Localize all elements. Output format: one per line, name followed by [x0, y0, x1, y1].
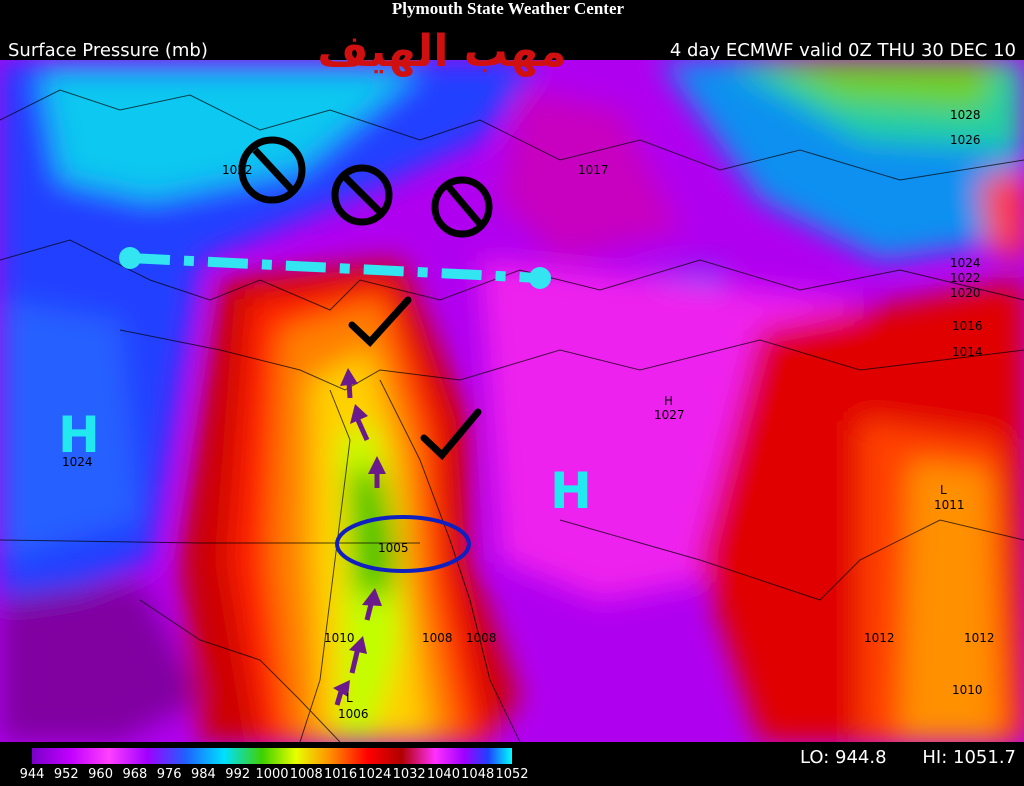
colorbar-tick-label: 1008: [290, 767, 323, 782]
arabic-title: مهب الهيف: [317, 26, 566, 77]
colorbar-tick-label: 984: [191, 767, 216, 782]
colorbar-tick-label: 968: [122, 767, 147, 782]
colorbar-tick-label: 944: [20, 767, 45, 782]
colorbar: [32, 748, 512, 764]
colorbar-tick-label: 1024: [358, 767, 391, 782]
model-run: 4 day ECMWF valid 0Z THU 30 DEC 10: [670, 40, 1016, 61]
no-symbols: [238, 136, 493, 238]
colorbar-tick-label: 960: [88, 767, 113, 782]
colorbar-tick-label: 1040: [427, 767, 460, 782]
hi-value: HI: 1051.7: [922, 747, 1016, 768]
isobar-label: 1008: [466, 631, 497, 645]
isobar-label: 1005: [378, 541, 409, 555]
header-bg: [0, 0, 1024, 60]
isobar-label: 1010: [952, 683, 983, 697]
isobar-label: 1008: [422, 631, 453, 645]
colorbar-tick-label: 1052: [495, 767, 528, 782]
colorbar-tick-label: 1000: [255, 767, 288, 782]
isobar-label: 1022: [222, 163, 253, 177]
isobar-label: 1024: [950, 256, 981, 270]
flow-arrows: [333, 368, 386, 706]
isobar-label: 1011: [934, 498, 965, 512]
colorbar-tick-label: 952: [54, 767, 79, 782]
colorbar-tick-label: 1032: [393, 767, 426, 782]
isobar-label: 1017: [578, 163, 609, 177]
colorbar-ticks: 944 952 960 968 976 984 992 1000 1008 1016 1024 103…: [20, 767, 529, 782]
colorbar-tick-label: 992: [225, 767, 250, 782]
high-marker: H: [58, 406, 100, 464]
isobar-label: 1012: [964, 631, 995, 645]
isobar-label: 1024: [62, 455, 93, 469]
dashed-front: [129, 253, 541, 283]
isobar-label: 1022: [950, 271, 981, 285]
site-title: Plymouth State Weather Center: [392, 0, 625, 18]
isobar-label: 1014: [952, 345, 983, 359]
lo-value: LO: 944.8: [800, 747, 887, 768]
isobar-label: 1006: [338, 707, 369, 721]
high-marker: H: [550, 462, 592, 520]
isobar-label: 1020: [950, 286, 981, 300]
colorbar-tick-label: 1048: [461, 767, 494, 782]
annotations: [119, 136, 551, 706]
isobar-label: 1027: [654, 408, 685, 422]
isobar-label: 1028: [950, 108, 981, 122]
colorbar-tick-label: 1016: [324, 767, 357, 782]
pressure-center: H: [664, 394, 673, 408]
isobar-label: 1010: [324, 631, 355, 645]
map-labels: 1028 1026 1017 1024 1022 1020 1016 1014 …: [58, 108, 995, 721]
pressure-center: L: [346, 691, 353, 705]
front-end: [119, 247, 141, 269]
check-marks: [348, 296, 482, 461]
colorbar-tick-label: 976: [157, 767, 182, 782]
pressure-center: L: [940, 483, 947, 497]
pressure-field: [0, 60, 1024, 742]
front-end: [529, 267, 551, 289]
isobar-label: 1016: [952, 319, 983, 333]
isobar-label: 1012: [864, 631, 895, 645]
isobar-label: 1026: [950, 133, 981, 147]
product-title: Surface Pressure (mb): [8, 40, 208, 61]
low-ellipse: [335, 515, 471, 573]
